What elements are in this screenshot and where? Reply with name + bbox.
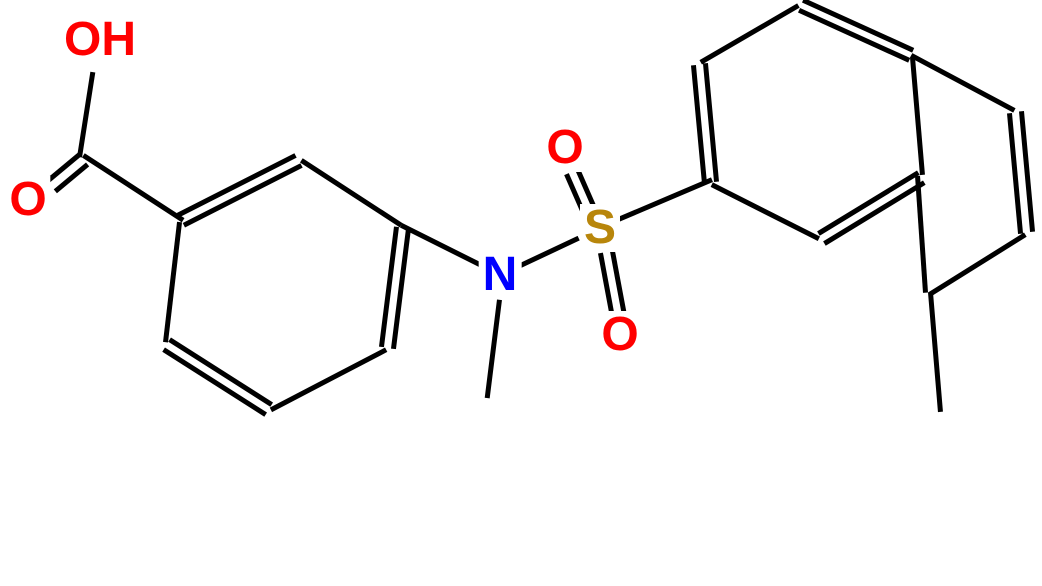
- bond-line: [915, 176, 928, 293]
- atom-label-S: S: [580, 204, 620, 252]
- bond-line: [177, 153, 297, 217]
- bond-line: [485, 299, 502, 398]
- bond-line: [163, 222, 182, 343]
- bond-line: [910, 57, 925, 175]
- bond-line: [182, 163, 302, 227]
- molecule-diagram: OOHNSOO: [0, 0, 1042, 586]
- bond-line: [518, 235, 580, 268]
- bond-line: [82, 153, 185, 222]
- bond-line: [162, 348, 267, 417]
- bond-line: [928, 233, 1027, 297]
- bond-line: [400, 223, 483, 268]
- bond-line: [703, 64, 719, 182]
- atom-label-O_oh: OH: [60, 16, 140, 64]
- bond-line: [270, 348, 387, 412]
- atom-label-O_s2: O: [597, 311, 642, 359]
- bond-line: [300, 158, 403, 227]
- atom-label-O_s1: O: [542, 124, 587, 172]
- bond-line: [77, 71, 95, 157]
- bond-line: [798, 8, 910, 63]
- bond-line: [711, 183, 820, 241]
- bond-line: [802, 0, 914, 52]
- bond-line: [618, 178, 713, 222]
- atom-label-O_dbl: O: [5, 176, 50, 224]
- bond-line: [169, 337, 274, 406]
- bond-line: [928, 292, 943, 412]
- bond-line: [910, 53, 1015, 112]
- atom-label-N: N: [479, 251, 522, 299]
- bond-line: [46, 153, 82, 184]
- bond-line: [1019, 111, 1035, 231]
- bond-line: [699, 3, 800, 64]
- bond-line: [817, 170, 920, 235]
- bond-line: [53, 162, 89, 193]
- bond-line: [823, 181, 926, 246]
